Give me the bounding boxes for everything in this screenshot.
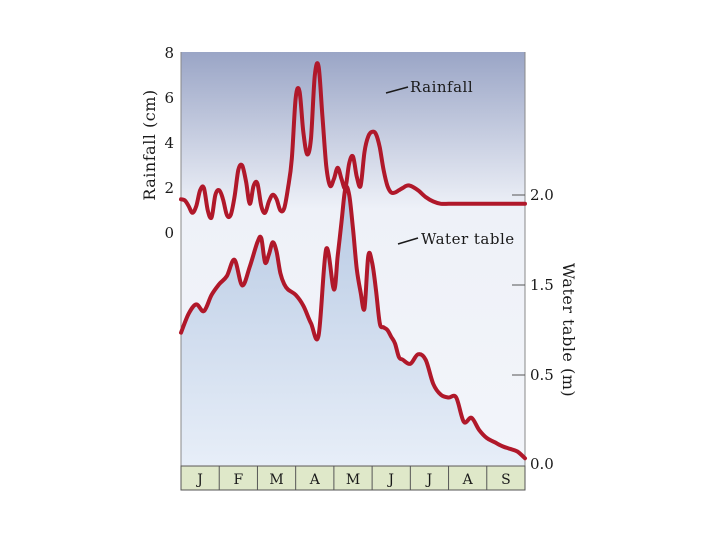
month-label-8: S [501,472,511,488]
rainfall-series-line [179,61,527,221]
rainfall-tick-2: 2 [164,179,174,197]
rainfall-tick-0: 0 [164,224,174,242]
water-tick-0-5: 0.5 [530,366,554,384]
rainfall-annotation: Rainfall [410,78,473,96]
water-tick-0-0: 0.0 [530,455,554,473]
rainfall-tick-8: 8 [164,44,174,62]
water-table-annotation: Water table [421,230,515,248]
month-label-7: A [462,472,474,488]
water-table-series-line [179,184,527,461]
rainfall-axis-title: Rainfall (cm) [140,89,159,200]
rainfall-tick-6: 6 [164,89,174,107]
month-label-5: J [386,472,394,488]
water-table-annotation-leader [397,237,419,245]
month-label-0: J [195,472,203,488]
water-tick-2-0: 2.0 [530,186,554,204]
month-label-2: M [269,472,283,488]
month-label-6: J [425,472,433,488]
month-label-4: M [346,472,360,488]
month-label-1: F [233,472,243,488]
water-table-y-ticks: 2.0 1.5 0.5 0.0 [512,186,554,473]
rainfall-tick-4: 4 [164,134,174,152]
month-label-3: A [309,472,321,488]
rainfall-annotation-leader [385,86,409,94]
water-table-axis-title: Water table (m) [559,263,578,397]
water-tick-1-5: 1.5 [530,276,554,294]
rainfall-y-ticks: 0 2 4 6 8 [164,44,174,242]
month-bar-background [180,465,526,491]
